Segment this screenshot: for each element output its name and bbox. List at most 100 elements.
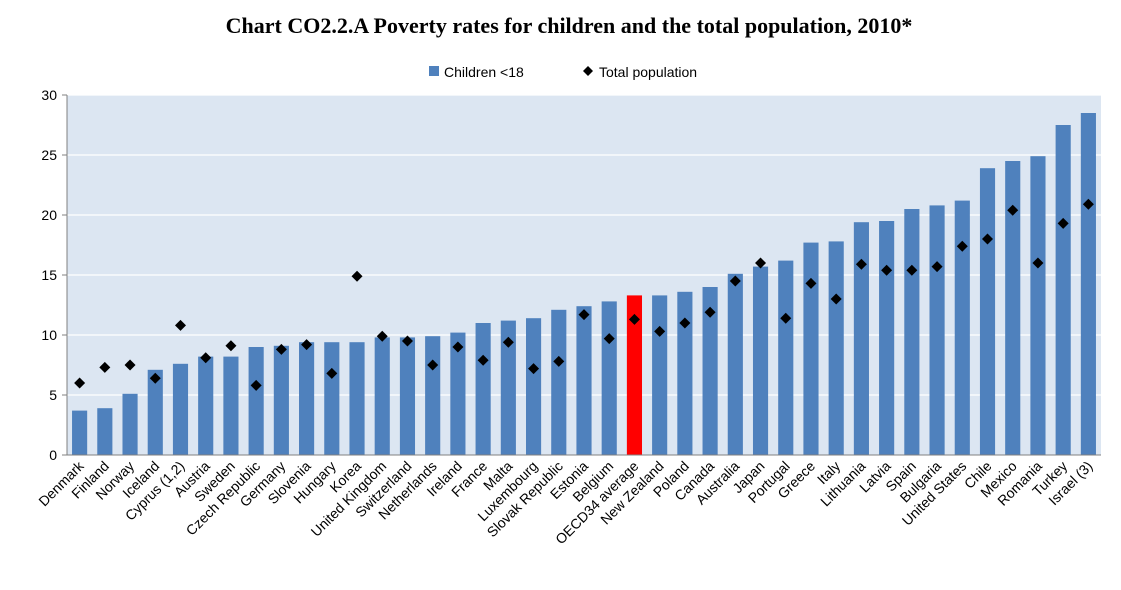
total-population-point <box>906 264 918 276</box>
total-population-point <box>528 363 540 375</box>
bar <box>1030 156 1046 455</box>
total-population-point <box>502 336 514 348</box>
y-tick-label: 5 <box>49 387 57 403</box>
y-tick-label: 25 <box>41 147 57 163</box>
total-population-point <box>1007 204 1019 216</box>
y-tick-label: 0 <box>49 447 57 463</box>
total-population-point <box>654 325 666 337</box>
bar <box>904 209 920 455</box>
bar <box>702 287 718 455</box>
total-population-point <box>1057 217 1069 229</box>
bar <box>349 342 365 455</box>
bar <box>475 323 491 455</box>
bar <box>652 295 668 455</box>
total-population-point <box>275 343 287 355</box>
total-population-point <box>376 330 388 342</box>
total-population-point <box>704 306 716 318</box>
total-population-point <box>780 312 792 324</box>
bar <box>248 347 264 455</box>
total-population-markers <box>74 198 1094 391</box>
bar <box>1080 113 1096 455</box>
total-population-point <box>1082 198 1094 210</box>
bar <box>97 408 113 455</box>
total-population-point <box>124 359 136 371</box>
total-population-point <box>755 257 767 269</box>
bar <box>551 309 567 455</box>
total-population-point <box>74 377 86 389</box>
bar <box>299 342 315 455</box>
total-population-point <box>477 354 489 366</box>
total-population-point <box>628 313 640 325</box>
bar <box>803 242 819 455</box>
total-population-point <box>603 333 615 345</box>
bar <box>223 356 239 455</box>
bar <box>677 291 693 455</box>
bar <box>1005 161 1021 455</box>
total-population-point <box>679 317 691 329</box>
y-axis-ticks: 0 5 10 15 20 25 30 <box>41 87 67 463</box>
legend-children-label: Children <18 <box>444 64 524 80</box>
legend-total-label: Total population <box>599 64 697 80</box>
bar <box>72 410 88 455</box>
total-population-point <box>401 335 413 347</box>
total-population-point <box>578 309 590 321</box>
bar <box>122 393 138 455</box>
bar <box>172 363 189 455</box>
bar <box>879 221 895 455</box>
bar <box>601 301 617 455</box>
total-population-point <box>830 293 842 305</box>
total-population-point <box>452 341 464 353</box>
legend-children-swatch <box>429 66 439 76</box>
y-tick-label: 15 <box>41 267 57 283</box>
bar <box>853 222 869 455</box>
total-population-point <box>99 361 111 373</box>
bar <box>778 260 794 455</box>
bar <box>626 295 643 455</box>
bar <box>399 337 416 455</box>
y-tick-label: 10 <box>41 327 57 343</box>
bar <box>954 200 970 455</box>
total-population-point <box>805 277 817 289</box>
bar <box>374 337 390 455</box>
total-population-point <box>931 261 943 273</box>
y-tick-label: 20 <box>41 207 57 223</box>
total-population-point <box>855 258 867 270</box>
bar <box>147 369 163 455</box>
total-population-point <box>427 359 439 371</box>
total-population-point <box>881 264 893 276</box>
bar <box>576 306 592 455</box>
total-population-point <box>956 240 968 252</box>
bar <box>450 332 466 455</box>
bar <box>425 336 441 455</box>
total-population-point <box>301 339 313 351</box>
bar <box>324 342 340 455</box>
total-population-point <box>326 367 338 379</box>
bar <box>727 273 743 455</box>
bar <box>1055 125 1071 455</box>
total-population-point <box>553 355 565 367</box>
bar <box>198 356 214 455</box>
total-population-point <box>982 233 994 245</box>
children-bars <box>72 113 1096 455</box>
chart-title: Chart CO2.2.A Poverty rates for children… <box>226 13 913 38</box>
legend: Children <18 Total population <box>429 64 697 80</box>
total-population-point <box>729 275 741 287</box>
bar <box>273 345 289 455</box>
total-population-point <box>351 270 363 282</box>
total-population-point <box>250 379 262 391</box>
bar <box>929 205 945 455</box>
bar <box>828 241 844 455</box>
bar <box>500 320 516 455</box>
bar <box>525 318 542 455</box>
y-tick-label: 30 <box>41 87 57 103</box>
legend-total-marker <box>583 66 593 76</box>
total-population-point <box>174 319 186 331</box>
total-population-point <box>149 372 161 384</box>
total-population-point <box>1032 257 1044 269</box>
total-population-point <box>225 340 237 352</box>
bar <box>752 266 769 455</box>
total-population-point <box>200 352 212 364</box>
bar <box>979 168 996 455</box>
